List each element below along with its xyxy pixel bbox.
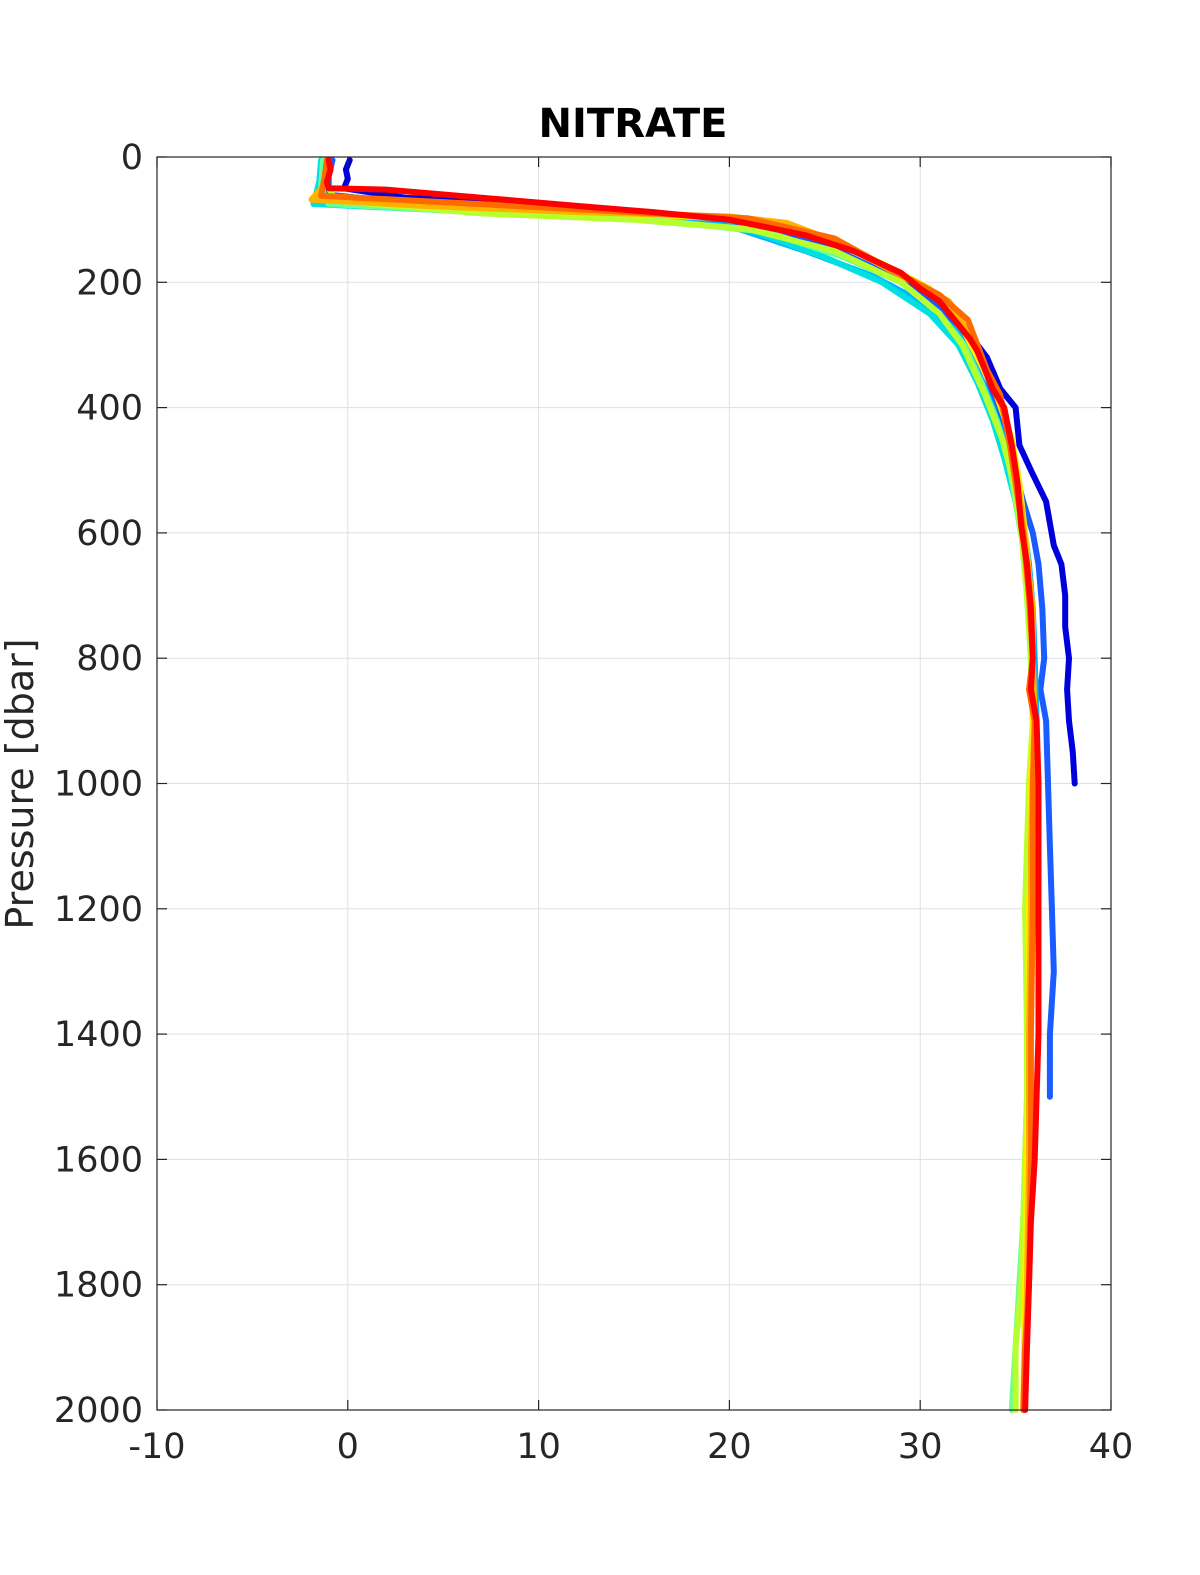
series-line-3 <box>316 157 1040 850</box>
y-tick-label: 1400 <box>54 1015 143 1055</box>
series-line-5 <box>318 157 1036 1413</box>
y-tick-label: 400 <box>76 389 143 429</box>
series-layer <box>308 157 1078 1413</box>
axis-ticks <box>156 156 1112 1411</box>
x-tick-label: 10 <box>516 1427 561 1467</box>
y-tick-label: 0 <box>121 138 143 178</box>
y-axis-label: Pressure [dbar] <box>0 638 42 929</box>
series-line-9 <box>318 157 1038 1413</box>
y-tick-label: 1200 <box>54 890 143 930</box>
y-tick-label: 2000 <box>54 1391 143 1431</box>
x-tick-label: 40 <box>1089 1427 1134 1467</box>
chart-title: NITRATE <box>539 101 728 147</box>
y-tick-label: 600 <box>76 514 143 554</box>
series-line-10 <box>323 157 1042 1413</box>
series-line-7 <box>314 157 1036 1413</box>
series-line-4 <box>310 157 1036 724</box>
y-tick-label: 1600 <box>54 1140 143 1180</box>
x-tick-labels: -10 0 10 20 30 40 <box>128 1427 1133 1467</box>
y-tick-label: 1000 <box>54 765 143 805</box>
x-tick-label: 20 <box>707 1427 752 1467</box>
y-tick-label: 800 <box>76 639 143 679</box>
y-tick-label: 1800 <box>54 1266 143 1306</box>
x-tick-label: 30 <box>898 1427 943 1467</box>
y-tick-label: 200 <box>76 263 143 303</box>
x-tick-label: -10 <box>128 1427 185 1467</box>
series-line-8 <box>308 157 1038 1413</box>
x-tick-label: 0 <box>337 1427 359 1467</box>
y-tick-labels: 0 200 400 600 800 1000 1200 1400 1600 1800 2000 <box>54 138 143 1431</box>
series-line-6 <box>321 157 1036 1413</box>
series-line-1 <box>341 157 1078 787</box>
